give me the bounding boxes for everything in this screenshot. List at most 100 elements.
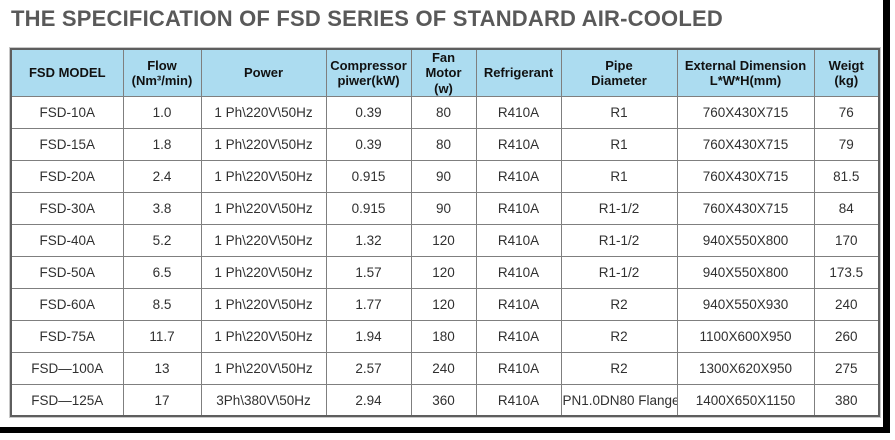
table-cell: 1400X650X1150 — [676, 383, 815, 417]
column-header: External Dimension L*W*H(mm) — [676, 48, 815, 97]
table-cell: 380 — [813, 383, 880, 417]
table-cell: 1 Ph\220V\50Hz — [200, 95, 327, 129]
table-cell: 240 — [813, 287, 880, 321]
table-cell: 760X430X715 — [676, 127, 815, 161]
table-cell: 81.5 — [813, 159, 880, 193]
table-cell: R410A — [475, 383, 562, 417]
table-cell: R410A — [475, 255, 562, 289]
table-row: FSD-50A 6.5 1 Ph\220V\50Hz 1.57 120 R410A R1-1… — [10, 255, 880, 289]
table-cell: 1.32 — [325, 223, 412, 257]
table-cell: 84 — [813, 191, 880, 225]
table-cell: 76 — [813, 95, 880, 129]
table-cell: 1.94 — [325, 319, 412, 353]
table-cell: 8.5 — [122, 287, 202, 321]
table-cell: 2.57 — [325, 351, 412, 385]
table-cell: 80 — [410, 95, 477, 129]
table-cell: FSD-60A — [10, 287, 124, 321]
table-cell: R1 — [560, 95, 678, 129]
table-cell: 120 — [410, 255, 477, 289]
table-cell: 1.0 — [122, 95, 202, 129]
column-header: Fan Motor (w) — [410, 48, 477, 97]
table-cell: FSD—125A — [10, 383, 124, 417]
column-header: Compressor piwer(kW) — [325, 48, 412, 97]
table-cell: FSD-15A — [10, 127, 124, 161]
table-cell: 0.39 — [325, 95, 412, 129]
table-cell: FSD-50A — [10, 255, 124, 289]
table-cell: R1 — [560, 159, 678, 193]
table-cell: 11.7 — [122, 319, 202, 353]
table-cell: R2 — [560, 319, 678, 353]
table-cell: 1 Ph\220V\50Hz — [200, 191, 327, 225]
table-cell: 120 — [410, 287, 477, 321]
table-cell: 1100X600X950 — [676, 319, 815, 353]
table-cell: 173.5 — [813, 255, 880, 289]
table-cell: FSD-40A — [10, 223, 124, 257]
table-cell: 5.2 — [122, 223, 202, 257]
table-cell: 760X430X715 — [676, 159, 815, 193]
table-cell: R410A — [475, 287, 562, 321]
table-cell: 90 — [410, 159, 477, 193]
table-cell: 240 — [410, 351, 477, 385]
table-row: FSD-30A 3.8 1 Ph\220V\50Hz 0.915 90 R410A R1-1… — [10, 191, 880, 225]
table-cell: FSD-20A — [10, 159, 124, 193]
table-cell: 1.57 — [325, 255, 412, 289]
table-cell: 80 — [410, 127, 477, 161]
table-cell: 1 Ph\220V\50Hz — [200, 287, 327, 321]
table-row: FSD-20A 2.4 1 Ph\220V\50Hz 0.915 90 R410A R1 76… — [10, 159, 880, 193]
table-cell: PN1.0DN80 Flange — [560, 383, 678, 417]
table-cell: R410A — [475, 159, 562, 193]
column-header: Pipe Diameter — [560, 48, 678, 97]
table-row: FSD-40A 5.2 1 Ph\220V\50Hz 1.32 120 R410A R1-1… — [10, 223, 880, 257]
table-cell: 3.8 — [122, 191, 202, 225]
table-cell: 275 — [813, 351, 880, 385]
table-cell: R410A — [475, 191, 562, 225]
table-cell: 1.77 — [325, 287, 412, 321]
table-cell: 79 — [813, 127, 880, 161]
table-cell: 3Ph\380V\50Hz — [200, 383, 327, 417]
table-cell: 120 — [410, 223, 477, 257]
column-header: Flow (Nm³/min) — [122, 48, 202, 97]
table-cell: R410A — [475, 319, 562, 353]
table-cell: 1 Ph\220V\50Hz — [200, 255, 327, 289]
table-cell: 17 — [122, 383, 202, 417]
table-cell: R410A — [475, 223, 562, 257]
table-cell: FSD-10A — [10, 95, 124, 129]
table-cell: R1-1/2 — [560, 191, 678, 225]
table-cell: R1-1/2 — [560, 223, 678, 257]
table-cell: 0.39 — [325, 127, 412, 161]
table-row: FSD-75A 11.7 1 Ph\220V\50Hz 1.94 180 R410A R2 1… — [10, 319, 880, 353]
header-row: FSD MODEL Flow (Nm³/min) Power Compressor p… — [10, 48, 880, 97]
table-cell: FSD-30A — [10, 191, 124, 225]
table-cell: FSD—100A — [10, 351, 124, 385]
frame-border-bottom — [0, 427, 890, 433]
page-title: THE SPECIFICATION OF FSD SERIES OF STAND… — [11, 6, 723, 31]
table-row: FSD-60A 8.5 1 Ph\220V\50Hz 1.77 120 R410A R2 94… — [10, 287, 880, 321]
table-cell: 0.915 — [325, 159, 412, 193]
table-cell: 260 — [813, 319, 880, 353]
column-header: Refrigerant — [475, 48, 562, 97]
table-row: FSD—100A 13 1 Ph\220V\50Hz 2.57 240 R410A R2 13… — [10, 351, 880, 385]
table-cell: FSD-75A — [10, 319, 124, 353]
table-cell: R2 — [560, 351, 678, 385]
table-cell: 1 Ph\220V\50Hz — [200, 223, 327, 257]
table-row: FSD—125A 17 3Ph\380V\50Hz 2.94 360 R410A PN1.0… — [10, 383, 880, 417]
table-cell: 1 Ph\220V\50Hz — [200, 127, 327, 161]
table-cell: R1 — [560, 127, 678, 161]
table-cell: 760X430X715 — [676, 191, 815, 225]
table-cell: 940X550X930 — [676, 287, 815, 321]
frame-border-right — [883, 0, 890, 433]
spec-table-container: FSD MODEL Flow (Nm³/min) Power Compressor p… — [9, 46, 881, 419]
table-cell: 1.8 — [122, 127, 202, 161]
table-cell: 180 — [410, 319, 477, 353]
table-body: FSD-10A 1.0 1 Ph\220V\50Hz 0.39 80 R410A R1 760… — [10, 95, 880, 417]
table-cell: 1 Ph\220V\50Hz — [200, 159, 327, 193]
table-cell: 170 — [813, 223, 880, 257]
table-cell: 2.4 — [122, 159, 202, 193]
table-cell: 2.94 — [325, 383, 412, 417]
table-cell: R410A — [475, 127, 562, 161]
table-cell: R1-1/2 — [560, 255, 678, 289]
column-header: Power — [200, 48, 327, 97]
table-cell: 360 — [410, 383, 477, 417]
table-cell: 6.5 — [122, 255, 202, 289]
